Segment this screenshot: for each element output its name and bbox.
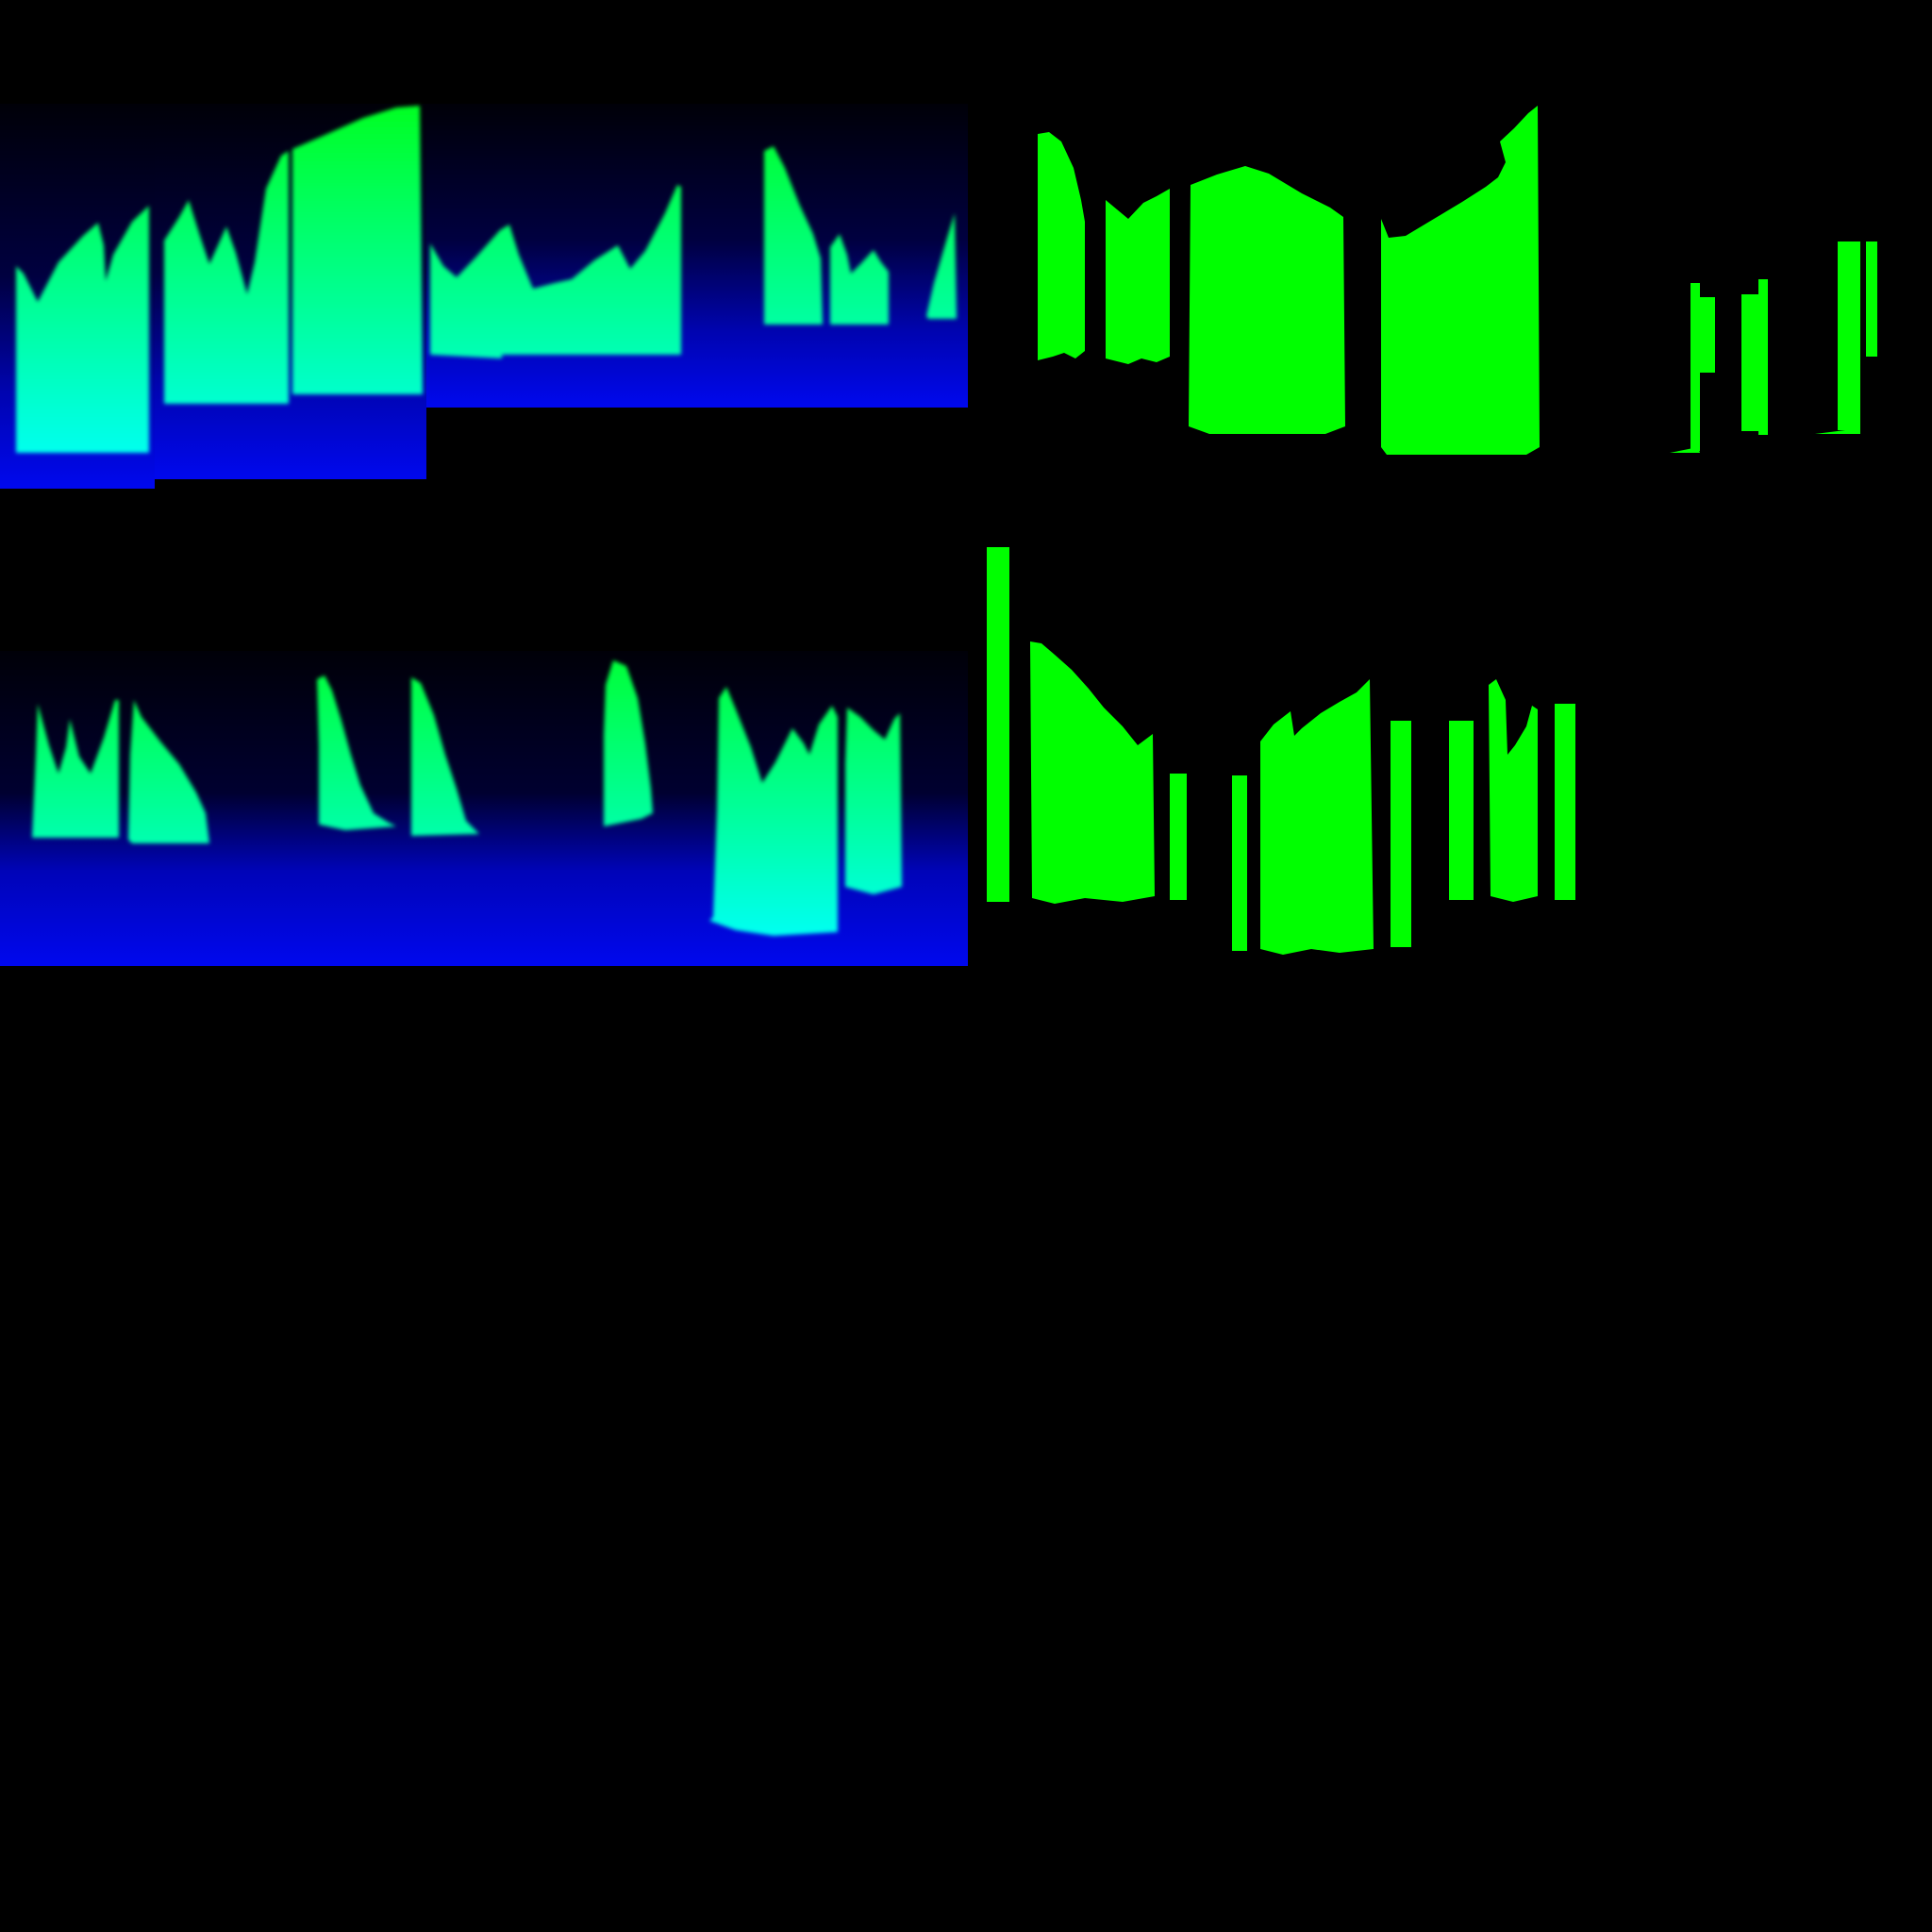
gradient-flame-sheet-b <box>0 651 968 966</box>
mask-bar <box>1449 721 1474 900</box>
flame-shape <box>430 185 681 358</box>
flame-shape <box>709 687 838 936</box>
flame-shape <box>128 700 209 843</box>
mask-sliver <box>1815 428 1860 434</box>
flame-shape <box>830 234 889 325</box>
mask-bar <box>1838 242 1860 430</box>
mask-shape <box>1030 641 1155 904</box>
mask-shape <box>1260 679 1374 955</box>
flame-shape <box>764 146 823 325</box>
mask-bar <box>1391 721 1411 947</box>
mask-shape <box>1038 132 1085 360</box>
flame-shape <box>317 675 396 830</box>
mask-bar <box>1690 283 1700 451</box>
mask-bar <box>1758 279 1768 435</box>
flame-shape <box>411 677 479 836</box>
flame-shape <box>845 708 902 894</box>
mask-bar <box>987 547 1009 902</box>
mask-bar <box>1866 242 1877 357</box>
solid-mask-sheet-b <box>987 547 1575 955</box>
mask-shape <box>1489 679 1538 902</box>
flame-shape <box>604 660 653 826</box>
flame-shape <box>292 106 423 394</box>
mask-shape <box>1381 106 1540 455</box>
flame-shape <box>926 213 957 319</box>
mask-bar <box>1232 775 1247 951</box>
mask-bar <box>1700 297 1715 373</box>
gradient-flame-sheet-a <box>0 104 968 489</box>
mask-bar <box>1170 774 1187 900</box>
mask-shape <box>1106 189 1170 364</box>
mask-shape <box>1189 166 1345 434</box>
mask-bar <box>1555 704 1575 900</box>
solid-mask-sheet-a <box>1038 106 1877 455</box>
flame-shape <box>32 700 119 838</box>
mask-sliver <box>1670 447 1700 453</box>
flame-shape <box>164 151 289 404</box>
flame-shape <box>16 206 149 453</box>
